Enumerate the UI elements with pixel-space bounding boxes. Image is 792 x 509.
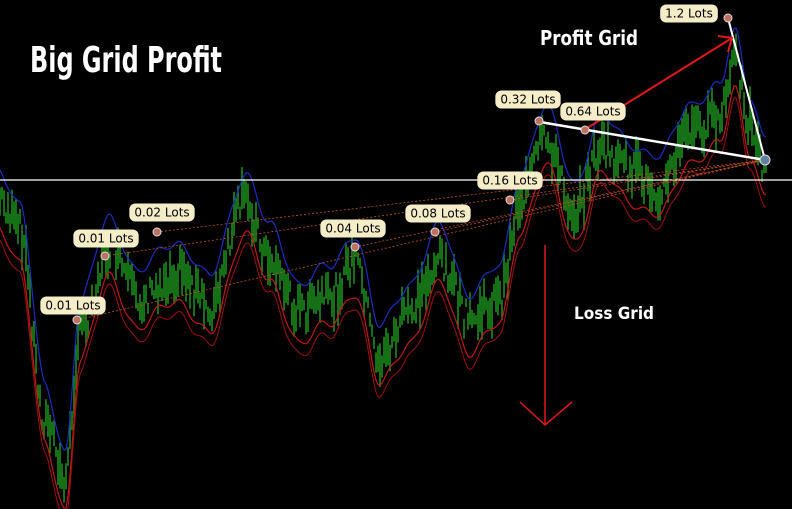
lower-band <box>0 97 767 509</box>
profit-grid-label: Profit Grid <box>540 26 638 50</box>
order-dot <box>72 315 82 325</box>
order-dot <box>534 116 544 126</box>
lot-label: 0.64 Lots <box>565 105 620 119</box>
profit-line <box>539 120 766 162</box>
lot-box <box>495 90 561 109</box>
grid-link <box>434 159 766 233</box>
lot-label: 0.08 Lots <box>410 207 465 221</box>
lower-band <box>0 85 767 509</box>
lot-label: 0.01 Lots <box>45 299 100 313</box>
title: Big Grid Profit <box>30 40 222 81</box>
lot-box <box>477 171 543 190</box>
grid-link <box>354 159 766 248</box>
grid-link <box>76 159 766 321</box>
lot-label: 1.2 Lots <box>665 7 713 21</box>
lot-box <box>660 4 718 23</box>
arrow-head <box>717 35 734 53</box>
grid-arrows <box>519 17 766 427</box>
order-dot <box>580 125 590 135</box>
lot-label: 0.02 Lots <box>134 206 189 220</box>
lot-label: 0.32 Lots <box>500 93 555 107</box>
order-dot <box>430 227 440 237</box>
order-dot <box>152 227 162 237</box>
lot-label: 0.16 Lots <box>482 174 537 188</box>
order-dot <box>100 251 110 261</box>
order-dot <box>505 195 515 205</box>
lot-box <box>40 296 106 315</box>
lot-label: 0.04 Lots <box>325 222 380 236</box>
profit-line <box>727 17 766 161</box>
price-chart <box>0 27 767 509</box>
lot-box <box>560 102 626 121</box>
lot-box <box>73 229 139 248</box>
order-dot <box>350 242 360 252</box>
loss-grid-label: Loss Grid <box>574 304 654 324</box>
lot-label: 0.01 Lots <box>78 232 133 246</box>
grid-link <box>509 159 766 201</box>
upper-band <box>0 27 767 451</box>
order-dot <box>759 154 771 166</box>
lot-box <box>320 219 386 238</box>
order-dot <box>723 13 733 23</box>
arrow-head <box>519 401 573 427</box>
lot-box <box>405 204 471 223</box>
lot-box <box>129 203 195 222</box>
